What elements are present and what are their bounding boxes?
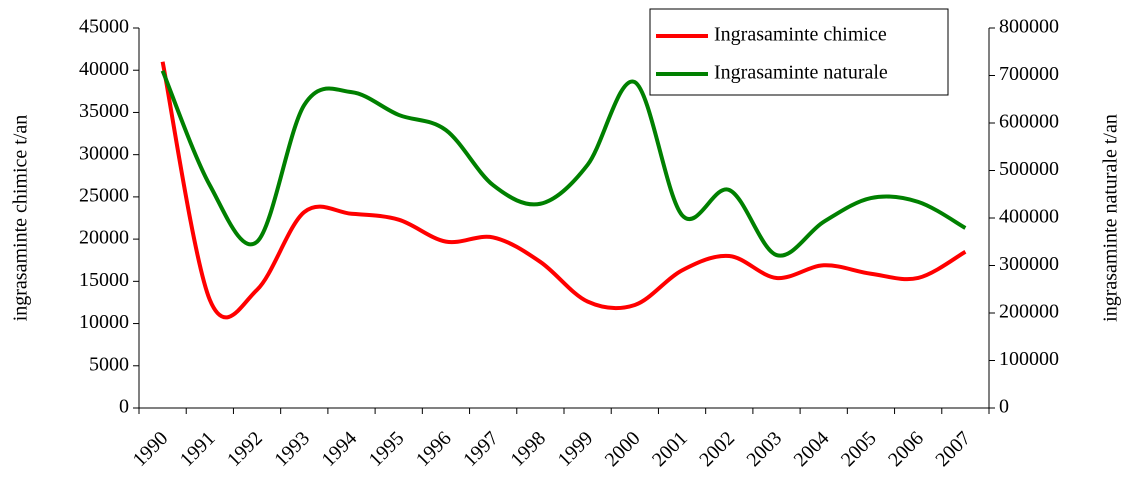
- x-tick-label: 2001: [648, 427, 692, 471]
- x-tick-label: 1997: [459, 427, 503, 471]
- y2-tick-label: 700000: [999, 63, 1059, 85]
- y-tick-label: 45000: [79, 16, 129, 38]
- y2-tick-label: 400000: [999, 206, 1059, 228]
- x-tick-label: 1999: [554, 427, 598, 471]
- y-tick-label: 15000: [79, 269, 129, 291]
- y2-tick-label: 600000: [999, 111, 1059, 133]
- y-axis-title: ingrasaminte chimice t/an: [10, 115, 32, 322]
- x-tick-label: 2005: [837, 427, 881, 471]
- legend-box: [649, 8, 949, 96]
- legend-label: Ingrasaminte chimice: [714, 24, 887, 46]
- x-tick-label: 2004: [790, 427, 834, 471]
- x-tick-label: 2007: [931, 427, 975, 471]
- line-series: [160, 61, 967, 320]
- y-tick-label: 35000: [79, 100, 129, 122]
- y-tick-label: 25000: [79, 184, 129, 206]
- x-tick-label: 1998: [506, 427, 550, 471]
- x-tick-label: 2002: [695, 427, 739, 471]
- y-tick-label: 20000: [79, 227, 129, 249]
- y2-axis-title: ingrasaminte naturale t/an: [1100, 114, 1122, 322]
- y2-tick-label: 0: [999, 396, 1009, 418]
- y2-tick-label: 800000: [999, 16, 1059, 38]
- legend-label: Ingrasaminte naturale: [714, 62, 888, 84]
- x-tick-label: 1990: [129, 427, 173, 471]
- x-tick-label: 2003: [742, 427, 786, 471]
- line-series: [160, 69, 967, 258]
- y2-tick-label: 500000: [999, 158, 1059, 180]
- x-tick-label: 2006: [884, 427, 928, 471]
- y-tick-label: 30000: [79, 142, 129, 164]
- x-tick-label: 2000: [601, 427, 645, 471]
- x-tick-label: 1991: [176, 427, 220, 471]
- x-tick-label: 1992: [223, 427, 267, 471]
- x-tick-label: 1994: [317, 427, 361, 471]
- x-tick-label: 1993: [270, 427, 314, 471]
- y2-tick-label: 100000: [999, 348, 1059, 370]
- x-tick-label: 1995: [365, 427, 409, 471]
- y-tick-label: 40000: [79, 58, 129, 80]
- y-tick-label: 10000: [79, 311, 129, 333]
- y-tick-label: 0: [119, 396, 129, 418]
- y2-tick-label: 200000: [999, 301, 1059, 323]
- y2-tick-label: 300000: [999, 253, 1059, 275]
- y-tick-label: 5000: [89, 353, 129, 375]
- x-tick-label: 1996: [412, 427, 456, 471]
